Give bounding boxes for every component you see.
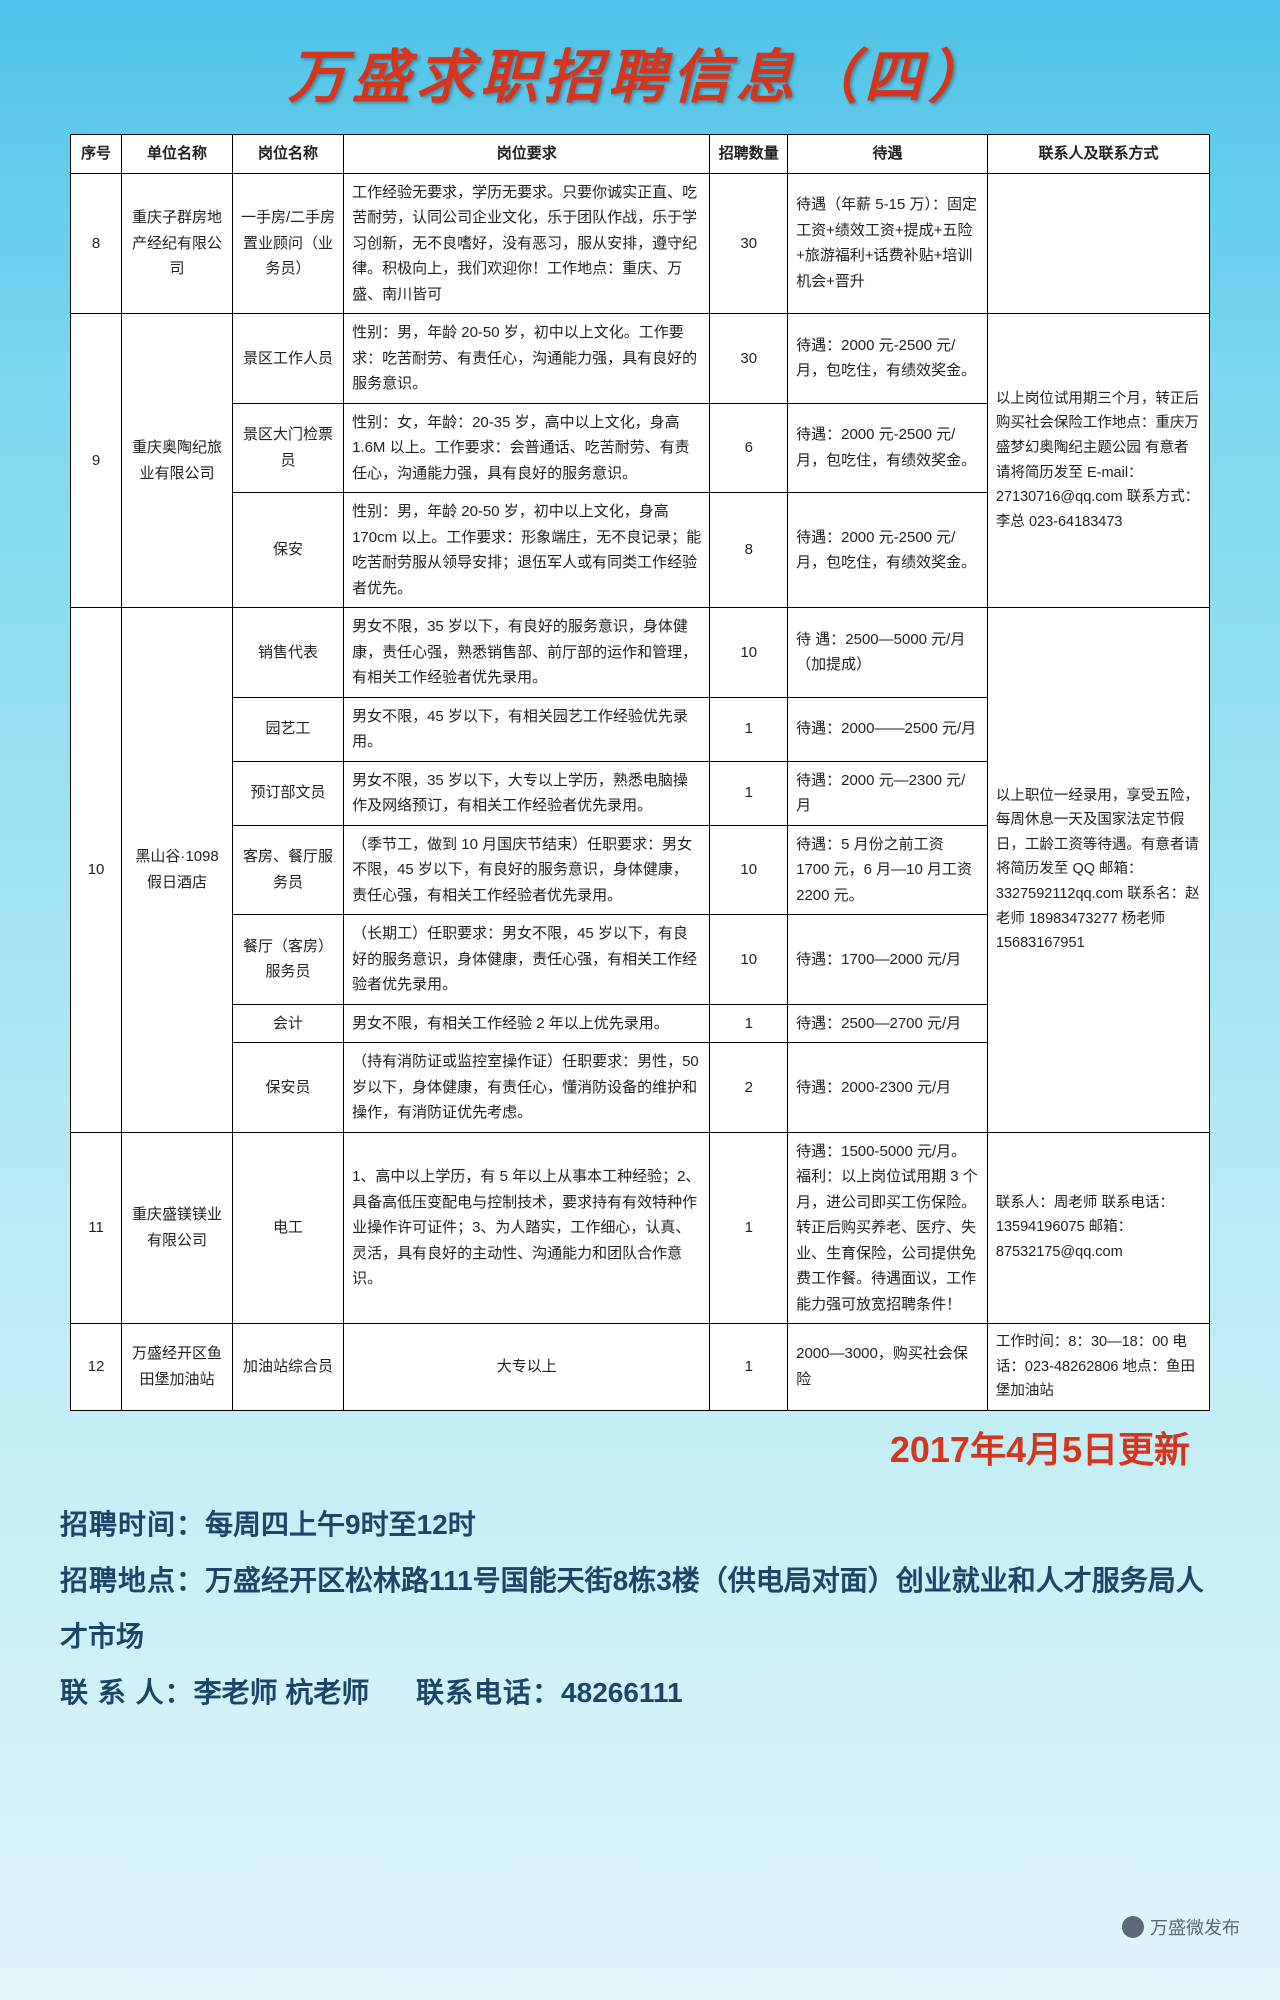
- cell-requirement: 男女不限，35 岁以下，有良好的服务意识，身体健康，责任心强，熟悉销售部、前厅部…: [344, 608, 710, 698]
- table-header-row: 序号 单位名称 岗位名称 岗位要求 招聘数量 待遇 联系人及联系方式: [71, 135, 1210, 174]
- cell-position: 预订部文员: [233, 761, 344, 825]
- cell-treatment: 待遇：5 月份之前工资 1700 元，6 月—10 月工资 2200 元。: [788, 825, 988, 915]
- cell-position: 景区工作人员: [233, 314, 344, 404]
- table-row: 10 黑山谷·1098 假日酒店 销售代表 男女不限，35 岁以下，有良好的服务…: [71, 608, 1210, 698]
- th-count: 招聘数量: [710, 135, 788, 174]
- cell-contact: 以上职位一经录用，享受五险，每周休息一天及国家法定节假日，工龄工资等待遇。有意者…: [987, 608, 1209, 1133]
- cell-position: 会计: [233, 1004, 344, 1043]
- th-no: 序号: [71, 135, 122, 174]
- cell-treatment: 待 遇：2500—5000 元/月（加提成）: [788, 608, 988, 698]
- cell-treatment: 待遇：2000——2500 元/月: [788, 697, 988, 761]
- source-bar: 万盛微发布: [1122, 1914, 1240, 1940]
- cell-no: 12: [71, 1324, 122, 1411]
- table-row: 11 重庆盛镁镁业有限公司 电工 1、高中以上学历，有 5 年以上从事本工种经验…: [71, 1132, 1210, 1324]
- table-row: 9 重庆奥陶纪旅业有限公司 景区工作人员 性别：男，年龄 20-50 岁，初中以…: [71, 314, 1210, 404]
- cell-position: 一手房/二手房 置业顾问（业务员）: [233, 173, 344, 314]
- cell-requirement: 男女不限，45 岁以下，有相关园艺工作经验优先录用。: [344, 697, 710, 761]
- cell-treatment: 待遇：1500-5000 元/月。福利：以上岗位试用期 3 个月，进公司即买工伤…: [788, 1132, 988, 1324]
- cell-position: 电工: [233, 1132, 344, 1324]
- cell-count: 1: [710, 697, 788, 761]
- cell-company: 重庆盛镁镁业有限公司: [122, 1132, 233, 1324]
- cell-requirement: 性别：女，年龄：20-35 岁，高中以上文化，身高 1.6M 以上。工作要求：会…: [344, 403, 710, 493]
- table-row: 12 万盛经开区鱼田堡加油站 加油站综合员 大专以上 1 2000—3000，购…: [71, 1324, 1210, 1411]
- cell-position: 客房、餐厅服务员: [233, 825, 344, 915]
- footer-contact-label: 联 系 人：: [60, 1677, 194, 1708]
- cell-requirement: （长期工）任职要求：男女不限，45 岁以下，有良好的服务意识，身体健康，责任心强…: [344, 915, 710, 1005]
- cell-count: 8: [710, 493, 788, 608]
- cell-company: 重庆奥陶纪旅业有限公司: [122, 314, 233, 608]
- cell-no: 8: [71, 173, 122, 314]
- cell-contact: 工作时间：8：30—18：00 电话：023-48262806 地点：鱼田堡加油…: [987, 1324, 1209, 1411]
- cell-contact: 以上岗位试用期三个月，转正后购买社会保险工作地点：重庆万盛梦幻奥陶纪主题公园 有…: [987, 314, 1209, 608]
- cell-treatment: 待遇：2000 元—2300 元/月: [788, 761, 988, 825]
- footer-addr-label: 招聘地点：: [60, 1565, 205, 1596]
- cell-position: 餐厅（客房）服务员: [233, 915, 344, 1005]
- cell-treatment: 待遇：2000-2300 元/月: [788, 1043, 988, 1133]
- table-row: 8 重庆子群房地产经纪有限公司 一手房/二手房 置业顾问（业务员） 工作经验无要…: [71, 173, 1210, 314]
- cell-treatment: 待遇（年薪 5-15 万）：固定工资+绩效工资+提成+五险+旅游福利+话费补贴+…: [788, 173, 988, 314]
- cell-treatment: 2000—3000，购买社会保险: [788, 1324, 988, 1411]
- footer-tel-value: 48266111: [561, 1677, 683, 1708]
- cell-no: 11: [71, 1132, 122, 1324]
- page-title: 万盛求职招聘信息（四）: [0, 0, 1280, 124]
- th-treatment: 待遇: [788, 135, 988, 174]
- cell-treatment: 待遇：2000 元-2500 元/月，包吃住，有绩效奖金。: [788, 493, 988, 608]
- cell-treatment: 待遇：2000 元-2500 元/月，包吃住，有绩效奖金。: [788, 403, 988, 493]
- cell-count: 1: [710, 1004, 788, 1043]
- cell-treatment: 待遇：2000 元-2500 元/月，包吃住，有绩效奖金。: [788, 314, 988, 404]
- cell-requirement: 1、高中以上学历，有 5 年以上从事本工种经验；2、具备高低压变配电与控制技术，…: [344, 1132, 710, 1324]
- cell-requirement: （季节工，做到 10 月国庆节结束）任职要求：男女不限，45 岁以下，有良好的服…: [344, 825, 710, 915]
- footer-tel-label: 联系电话：: [416, 1677, 561, 1708]
- cell-count: 10: [710, 608, 788, 698]
- th-contact: 联系人及联系方式: [987, 135, 1209, 174]
- cell-contact: 联系人：周老师 联系电话：13594196075 邮箱：87532175@qq.…: [987, 1132, 1209, 1324]
- footer-time-value: 每周四上午9时至12时: [205, 1509, 476, 1540]
- cell-contact: [987, 173, 1209, 314]
- cell-company: 黑山谷·1098 假日酒店: [122, 608, 233, 1133]
- cell-no: 9: [71, 314, 122, 608]
- cell-count: 6: [710, 403, 788, 493]
- th-company: 单位名称: [122, 135, 233, 174]
- cell-requirement: 男女不限，有相关工作经验 2 年以上优先录用。: [344, 1004, 710, 1043]
- cell-position: 景区大门检票员: [233, 403, 344, 493]
- cell-count: 1: [710, 761, 788, 825]
- cell-company: 重庆子群房地产经纪有限公司: [122, 173, 233, 314]
- wechat-icon: [1122, 1916, 1144, 1938]
- footer-block: 招聘时间：每周四上午9时至12时 招聘地点：万盛经开区松林路111号国能天街8栋…: [0, 1491, 1280, 1741]
- source-text: 万盛微发布: [1150, 1914, 1240, 1940]
- job-table: 序号 单位名称 岗位名称 岗位要求 招聘数量 待遇 联系人及联系方式 8 重庆子…: [70, 134, 1210, 1411]
- cell-requirement: （持有消防证或监控室操作证）任职要求：男性，50 岁以下，身体健康，有责任心，懂…: [344, 1043, 710, 1133]
- cell-count: 1: [710, 1132, 788, 1324]
- cell-count: 2: [710, 1043, 788, 1133]
- cell-treatment: 待遇：2500—2700 元/月: [788, 1004, 988, 1043]
- cell-count: 30: [710, 173, 788, 314]
- cell-position: 园艺工: [233, 697, 344, 761]
- th-position: 岗位名称: [233, 135, 344, 174]
- th-requirement: 岗位要求: [344, 135, 710, 174]
- cell-requirement: 工作经验无要求，学历无要求。只要你诚实正直、吃苦耐劳，认同公司企业文化，乐于团队…: [344, 173, 710, 314]
- cell-requirement: 大专以上: [344, 1324, 710, 1411]
- cell-count: 30: [710, 314, 788, 404]
- cell-company: 万盛经开区鱼田堡加油站: [122, 1324, 233, 1411]
- cell-count: 10: [710, 915, 788, 1005]
- cell-requirement: 性别：男，年龄 20-50 岁，初中以上文化。工作要求：吃苦耐劳、有责任心，沟通…: [344, 314, 710, 404]
- cell-position: 销售代表: [233, 608, 344, 698]
- cell-requirement: 男女不限，35 岁以下，大专以上学历，熟悉电脑操作及网络预订，有相关工作经验者优…: [344, 761, 710, 825]
- footer-contact-value: 李老师 杭老师: [194, 1677, 370, 1708]
- cell-count: 1: [710, 1324, 788, 1411]
- update-date: 2017年4月5日更新: [0, 1421, 1190, 1473]
- cell-treatment: 待遇：1700—2000 元/月: [788, 915, 988, 1005]
- cell-position: 保安: [233, 493, 344, 608]
- cell-no: 10: [71, 608, 122, 1133]
- footer-time-label: 招聘时间：: [60, 1509, 205, 1540]
- footer-addr-value: 万盛经开区松林路111号国能天街8栋3楼（供电局对面）创业就业和人才服务局人才市…: [60, 1565, 1204, 1652]
- cell-requirement: 性别：男，年龄 20-50 岁，初中以上文化，身高 170cm 以上。工作要求：…: [344, 493, 710, 608]
- cell-count: 10: [710, 825, 788, 915]
- cell-position: 加油站综合员: [233, 1324, 344, 1411]
- cell-position: 保安员: [233, 1043, 344, 1133]
